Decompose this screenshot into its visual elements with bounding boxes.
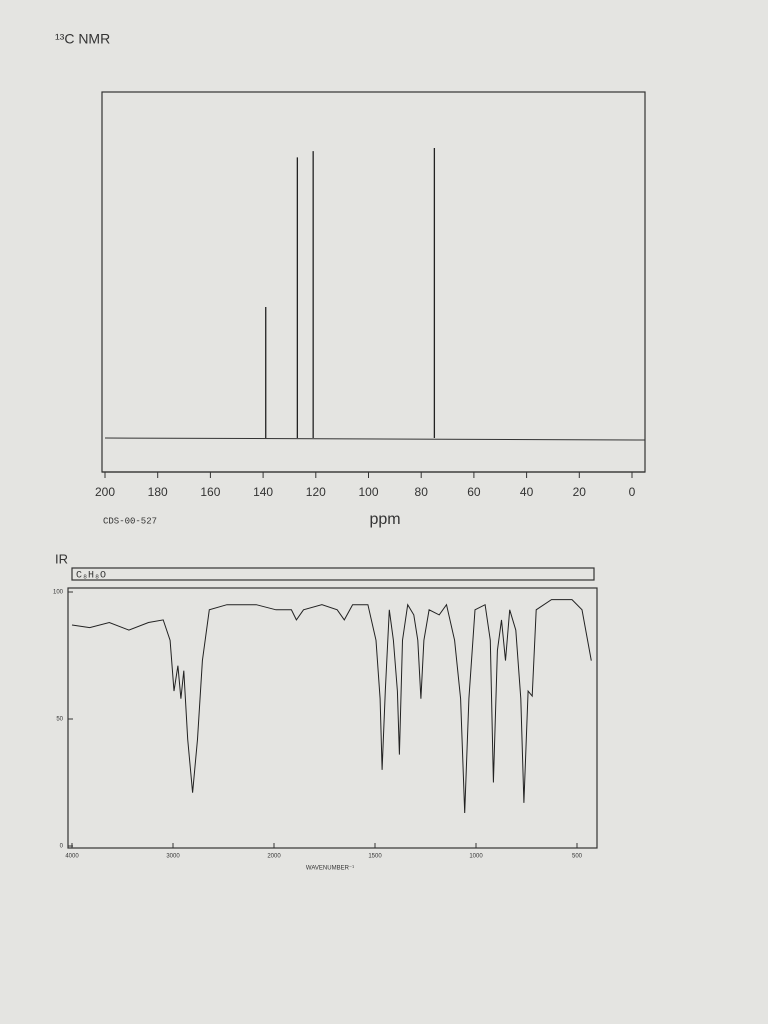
ir-title: IR	[55, 551, 68, 566]
x-tick-label: 20	[573, 485, 587, 499]
x-tick-label: 1500	[368, 854, 382, 860]
x-tick-label: 160	[200, 485, 220, 499]
x-tick-label: 500	[572, 854, 583, 860]
y-tick-label: 0	[60, 844, 64, 850]
x-tick-label: 200	[95, 485, 115, 499]
ir-formula: C₈H₈O	[76, 571, 106, 582]
x-tick-label: 80	[415, 485, 429, 499]
ir-x-label: WAVENUMBER⁻¹	[306, 866, 354, 872]
ir-frame	[67, 587, 598, 849]
ir-trace	[71, 599, 592, 814]
nmr-title: ¹³C NMR	[55, 31, 110, 47]
x-tick-label: 60	[467, 485, 481, 499]
x-tick-label: 120	[306, 485, 326, 499]
x-tick-label: 180	[148, 485, 168, 499]
ir-header-bar	[71, 567, 595, 581]
nmr-baseline	[104, 437, 646, 441]
nmr-frame	[101, 91, 646, 473]
x-tick-label: 100	[358, 485, 378, 499]
x-tick-label: 140	[253, 485, 273, 499]
y-tick-label: 50	[56, 717, 63, 723]
y-tick-label: 100	[53, 590, 64, 596]
x-tick-label: 3000	[166, 854, 180, 860]
x-tick-label: 1000	[469, 854, 483, 860]
x-tick-label: 40	[520, 485, 534, 499]
x-tick-label: 2000	[267, 854, 281, 860]
x-tick-label: 0	[629, 485, 636, 499]
nmr-x-label: ppm	[369, 511, 400, 528]
x-tick-label: 4000	[65, 854, 79, 860]
nmr-code: CDS-00-527	[103, 516, 157, 526]
